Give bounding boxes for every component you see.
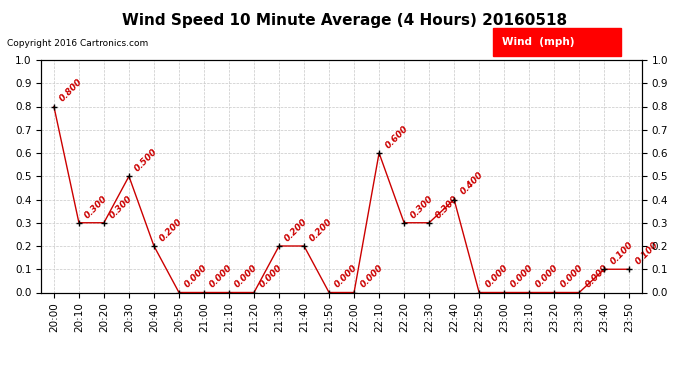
Text: 0.300: 0.300 xyxy=(108,194,135,220)
Text: 0.000: 0.000 xyxy=(183,263,210,290)
Text: 0.000: 0.000 xyxy=(483,263,510,290)
Text: 0.000: 0.000 xyxy=(509,263,535,290)
Text: 0.200: 0.200 xyxy=(308,217,335,243)
Text: Copyright 2016 Cartronics.com: Copyright 2016 Cartronics.com xyxy=(7,39,148,48)
Text: 0.000: 0.000 xyxy=(258,263,284,290)
Text: 0.500: 0.500 xyxy=(133,147,159,174)
Text: 0.200: 0.200 xyxy=(283,217,310,243)
Text: 0.300: 0.300 xyxy=(433,194,460,220)
Text: 0.600: 0.600 xyxy=(383,124,410,150)
Text: 0.400: 0.400 xyxy=(458,170,484,197)
Text: 0.300: 0.300 xyxy=(408,194,435,220)
Text: 0.000: 0.000 xyxy=(358,263,384,290)
Text: 0.300: 0.300 xyxy=(83,194,110,220)
Text: 0.000: 0.000 xyxy=(208,263,235,290)
Text: Wind Speed 10 Minute Average (4 Hours) 20160518: Wind Speed 10 Minute Average (4 Hours) 2… xyxy=(122,13,568,28)
Text: Wind  (mph): Wind (mph) xyxy=(502,37,575,47)
Text: 0.000: 0.000 xyxy=(233,263,259,290)
Text: 0.200: 0.200 xyxy=(158,217,184,243)
Text: 0.800: 0.800 xyxy=(58,77,84,104)
Text: 0.000: 0.000 xyxy=(583,263,610,290)
Text: 0.000: 0.000 xyxy=(558,263,584,290)
Text: 0.000: 0.000 xyxy=(333,263,359,290)
Text: 0.000: 0.000 xyxy=(533,263,560,290)
Text: 0.100: 0.100 xyxy=(633,240,660,267)
Text: 0.100: 0.100 xyxy=(609,240,635,267)
